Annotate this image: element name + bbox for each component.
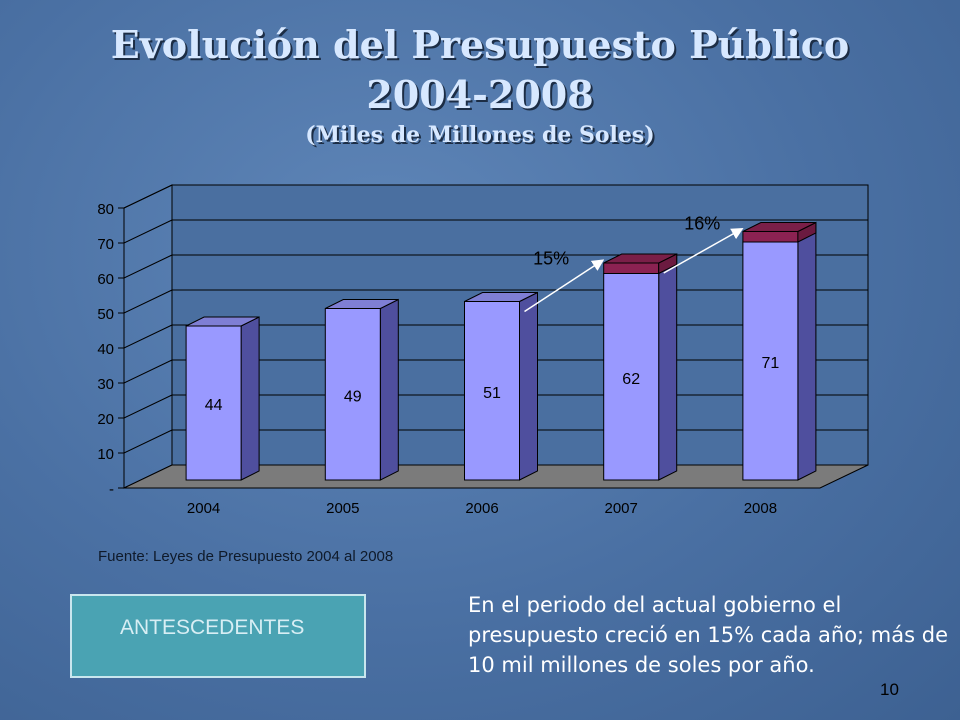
gridline-depth <box>123 219 173 244</box>
gridline-depth <box>123 289 173 314</box>
gridline-depth <box>123 184 173 209</box>
growth-arrow-2007 <box>524 259 605 313</box>
bar-2005 <box>324 308 381 481</box>
summary-note: En el periodo del actual gobierno el pre… <box>468 593 948 677</box>
bar-top-2006 <box>464 292 538 302</box>
bar-2004 <box>185 325 242 481</box>
antecedentes-button-label: ANTESCEDENTES <box>120 616 305 639</box>
growth-label-2007: 15% <box>533 248 569 268</box>
bar-side-2006 <box>519 291 538 481</box>
gridline-depth <box>123 394 173 419</box>
gridline-depth <box>123 429 173 454</box>
bar-side-2008 <box>797 221 817 481</box>
y-tick-label: 10 <box>97 446 114 463</box>
gridline-depth <box>123 359 173 384</box>
y-tick-label: - <box>109 481 114 498</box>
bar-side-2004 <box>240 316 260 481</box>
bar-top-2004 <box>185 316 260 327</box>
bar-top-2007 <box>603 253 677 264</box>
chart-source: Fuente: Leyes de Presupuesto 2004 al 200… <box>98 548 394 565</box>
y-tick-label: 80 <box>97 201 114 218</box>
gridline-depth <box>123 324 173 349</box>
slide-subtitle: (Miles de Millones de Soles) <box>305 122 655 148</box>
bar-2006 <box>464 301 520 481</box>
value-label-2004: 44 <box>205 397 223 414</box>
y-tick-label: 30 <box>97 376 114 393</box>
y-tick-label: 70 <box>97 236 114 253</box>
y-tick-label: 20 <box>97 411 114 428</box>
x-tick-label-2006: 2006 <box>465 500 498 517</box>
value-label-2007: 62 <box>622 371 640 388</box>
slide-title-years: 2004-2008 <box>366 72 594 117</box>
bar-increment-2007 <box>603 262 660 274</box>
bar-top-2005 <box>325 299 399 309</box>
x-tick-label-2008: 2008 <box>744 500 777 517</box>
bar-top-2008 <box>742 222 817 232</box>
x-tick-label-2005: 2005 <box>326 500 359 517</box>
bar-2007 <box>603 273 660 481</box>
bar-side-2005 <box>379 298 399 481</box>
slide-number: 10 <box>880 680 899 699</box>
bar-2008 <box>742 241 799 481</box>
growth-arrow-2008 <box>663 228 744 274</box>
growth-label-2008: 16% <box>684 213 720 233</box>
value-label-2006: 51 <box>483 385 501 402</box>
x-tick-label-2007: 2007 <box>605 500 638 517</box>
y-tick-label: 50 <box>97 306 114 323</box>
y-tick-label: 60 <box>97 271 114 288</box>
y-tick-label: 40 <box>97 341 114 358</box>
x-tick-label-2004: 2004 <box>187 500 220 517</box>
slide-title: Evolución del Presupuesto Público <box>110 22 850 67</box>
bar-side-2007 <box>658 253 678 481</box>
antecedentes-button[interactable]: ANTESCEDENTES <box>70 594 366 678</box>
bar-increment-2008 <box>742 231 799 243</box>
value-label-2005: 49 <box>344 388 362 405</box>
gridline-depth <box>123 254 173 279</box>
value-label-2008: 71 <box>762 355 780 372</box>
